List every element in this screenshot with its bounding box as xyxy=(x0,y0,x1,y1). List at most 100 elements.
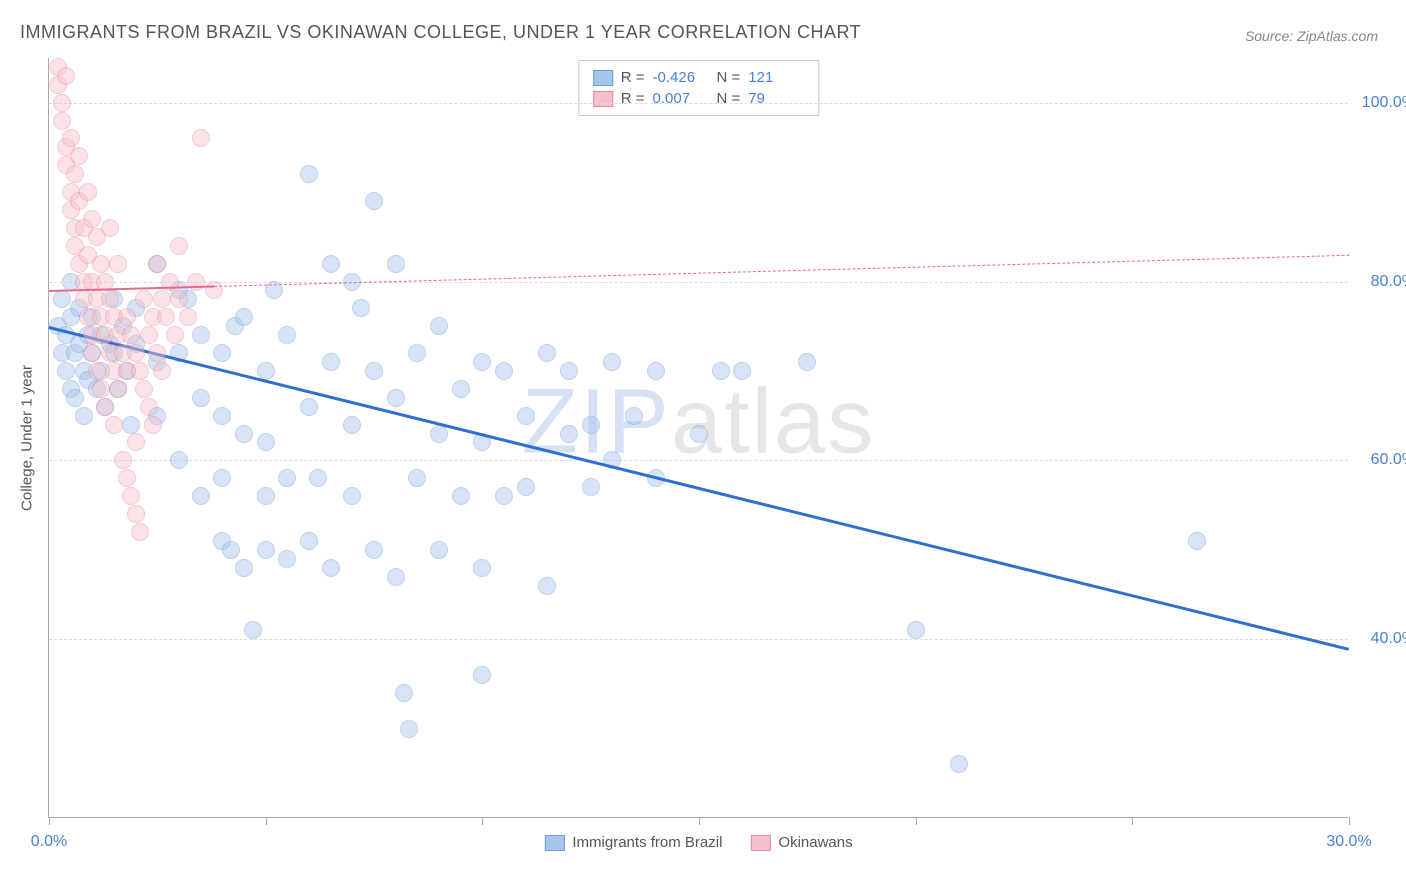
data-point xyxy=(473,559,491,577)
data-point xyxy=(53,290,71,308)
r-label: R = xyxy=(621,69,645,86)
data-point xyxy=(88,362,106,380)
data-point xyxy=(53,94,71,112)
data-point xyxy=(187,273,205,291)
data-point xyxy=(192,129,210,147)
data-point xyxy=(213,407,231,425)
data-point xyxy=(170,451,188,469)
data-point xyxy=(452,380,470,398)
data-point xyxy=(144,416,162,434)
data-point xyxy=(907,621,925,639)
data-point xyxy=(118,308,136,326)
r-value-okinawans: 0.007 xyxy=(653,90,709,107)
swatch-brazil-icon xyxy=(544,835,564,851)
data-point xyxy=(235,425,253,443)
data-point xyxy=(192,326,210,344)
x-tick xyxy=(1132,817,1133,825)
data-point xyxy=(495,362,513,380)
data-point xyxy=(62,129,80,147)
y-axis-label: College, Under 1 year xyxy=(19,365,36,511)
data-point xyxy=(430,317,448,335)
gridline xyxy=(49,103,1348,104)
n-label: N = xyxy=(717,69,741,86)
data-point xyxy=(343,487,361,505)
data-point xyxy=(205,281,223,299)
data-point xyxy=(170,237,188,255)
watermark-atlas: atlas xyxy=(671,371,875,473)
data-point xyxy=(1188,532,1206,550)
data-point xyxy=(70,147,88,165)
source-label: Source: xyxy=(1245,28,1297,44)
data-point xyxy=(257,433,275,451)
data-point xyxy=(603,353,621,371)
swatch-brazil xyxy=(593,70,613,86)
data-point xyxy=(83,210,101,228)
data-point xyxy=(153,362,171,380)
data-point xyxy=(140,398,158,416)
n-value-okinawans: 79 xyxy=(748,90,804,107)
data-point xyxy=(538,344,556,362)
data-point xyxy=(92,380,110,398)
gridline xyxy=(49,460,1348,461)
data-point xyxy=(222,541,240,559)
data-point xyxy=(395,684,413,702)
x-tick xyxy=(482,817,483,825)
data-point xyxy=(75,407,93,425)
x-tick-label: 30.0% xyxy=(1326,833,1371,851)
data-point xyxy=(309,469,327,487)
data-point xyxy=(560,425,578,443)
data-point xyxy=(166,326,184,344)
legend-row-okinawans: R = 0.007 N = 79 xyxy=(593,88,805,109)
data-point xyxy=(122,416,140,434)
data-point xyxy=(950,755,968,773)
y-tick-label: 40.0% xyxy=(1371,630,1406,648)
data-point xyxy=(101,290,119,308)
y-tick-label: 80.0% xyxy=(1371,273,1406,291)
data-point xyxy=(135,290,153,308)
data-point xyxy=(66,389,84,407)
x-tick xyxy=(1349,817,1350,825)
data-point xyxy=(114,451,132,469)
data-point xyxy=(278,469,296,487)
data-point xyxy=(53,112,71,130)
data-point xyxy=(560,362,578,380)
x-tick xyxy=(49,817,50,825)
data-point xyxy=(690,425,708,443)
r-label: R = xyxy=(621,90,645,107)
data-point xyxy=(517,478,535,496)
data-point xyxy=(365,362,383,380)
swatch-okinawans-icon xyxy=(750,835,770,851)
data-point xyxy=(300,532,318,550)
data-point xyxy=(257,541,275,559)
legend-label-okinawans: Okinawans xyxy=(778,834,852,851)
data-point xyxy=(322,559,340,577)
data-point xyxy=(365,192,383,210)
n-label: N = xyxy=(717,90,741,107)
data-point xyxy=(57,67,75,85)
data-point xyxy=(387,255,405,273)
watermark: ZIPatlas xyxy=(522,370,875,475)
chart-title: IMMIGRANTS FROM BRAZIL VS OKINAWAN COLLE… xyxy=(20,22,861,43)
data-point xyxy=(148,344,166,362)
data-point xyxy=(452,487,470,505)
data-point xyxy=(430,541,448,559)
x-tick xyxy=(266,817,267,825)
data-point xyxy=(300,165,318,183)
data-point xyxy=(109,380,127,398)
r-value-brazil: -0.426 xyxy=(653,69,709,86)
data-point xyxy=(235,308,253,326)
data-point xyxy=(430,425,448,443)
source-attribution: Source: ZipAtlas.com xyxy=(1245,28,1378,44)
data-point xyxy=(118,469,136,487)
data-point xyxy=(300,398,318,416)
data-point xyxy=(712,362,730,380)
data-point xyxy=(257,487,275,505)
data-point xyxy=(148,255,166,273)
gridline xyxy=(49,639,1348,640)
swatch-okinawans xyxy=(593,91,613,107)
n-value-brazil: 121 xyxy=(748,69,804,86)
legend-item-brazil: Immigrants from Brazil xyxy=(544,834,722,851)
data-point xyxy=(517,407,535,425)
data-point xyxy=(400,720,418,738)
data-point xyxy=(157,308,175,326)
